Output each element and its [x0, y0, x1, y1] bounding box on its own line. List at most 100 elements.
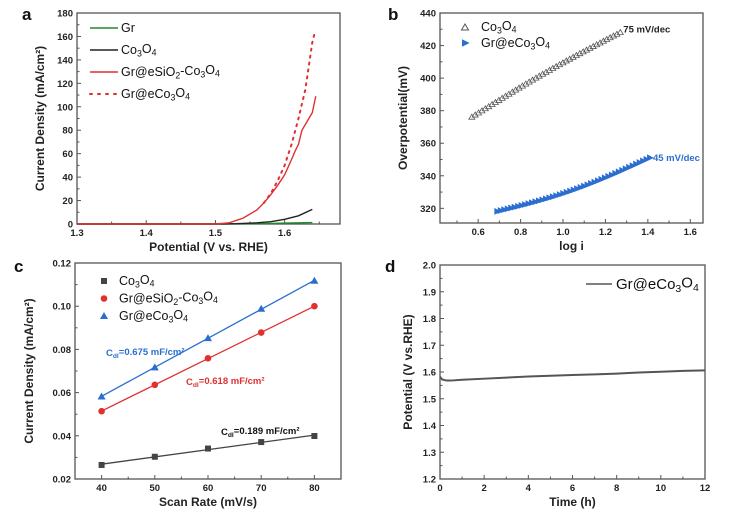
- data-point: [525, 200, 533, 207]
- data-point: [478, 107, 486, 114]
- x-axis-label: Potential (V vs. RHE): [149, 240, 268, 254]
- y-tick-label: 1.5: [423, 394, 437, 405]
- data-point: [481, 104, 490, 112]
- data-point: [562, 57, 571, 64]
- data-point: [525, 78, 533, 85]
- data-point: [98, 407, 105, 415]
- y-tick-label: 1.9: [423, 287, 436, 298]
- data-point: [615, 168, 623, 176]
- y-tick-label: 440: [420, 9, 436, 20]
- y-axis-label: Overpotential(mV): [396, 66, 410, 170]
- y-tick-label: 0.08: [53, 345, 72, 356]
- data-point: [549, 193, 557, 201]
- chart-panel-b: b 0.6 0.8 1.0 1.2 1.4 1.6 320 340 360 380 400 420 440…: [388, 5, 704, 253]
- data-point: [572, 51, 581, 58]
- x-tick-label: 40: [96, 483, 107, 494]
- data-point: [584, 181, 592, 189]
- y-tick-label: 0.06: [53, 388, 72, 399]
- y-tick-label: 160: [57, 32, 73, 43]
- data-point: [205, 445, 211, 452]
- x-tick-label: 6: [570, 483, 575, 494]
- panel-label: c: [14, 257, 23, 276]
- chart-panel-c: c 40 50 60 70 80 0.02 0.04 0.06 0.08 0.10 0.12 Scan …: [14, 257, 342, 509]
- data-point: [501, 92, 510, 99]
- data-point: [596, 39, 604, 46]
- y-axis-label: Potential (V vs.RHE): [401, 314, 415, 429]
- data-point: [560, 189, 568, 197]
- data-point: [582, 46, 591, 53]
- legend-marker: [462, 39, 470, 47]
- series-line-3: [262, 33, 316, 204]
- y-tick-label: 60: [62, 149, 73, 160]
- x-tick-label: 1.5: [209, 228, 223, 239]
- data-point: [605, 172, 613, 180]
- data-point: [549, 64, 557, 71]
- y-tick-label: 2.0: [423, 261, 436, 272]
- data-point: [151, 453, 158, 460]
- x-tick-label: 1.2: [599, 227, 612, 238]
- data-point: [484, 102, 493, 110]
- data-point: [574, 185, 581, 193]
- y-tick-label: 80: [62, 126, 73, 137]
- data-point: [511, 203, 519, 211]
- series-line-1: [77, 208, 313, 225]
- data-point: [150, 363, 159, 371]
- series-line-2: [77, 96, 317, 225]
- data-point: [599, 37, 608, 44]
- y-tick-label: 1.8: [423, 314, 436, 325]
- y-tick-label: 1.6: [423, 368, 436, 379]
- legend-label: Gr@eSiO2​-Co3​O4​: [121, 63, 220, 81]
- x-tick-label: 1.4: [641, 227, 655, 238]
- y-tick-label: 140: [57, 55, 73, 66]
- x-tick-label: 80: [309, 483, 320, 494]
- y-tick-label: 20: [62, 196, 73, 207]
- chart-panel-d: d 0 2 4 6 8 10 12 1.2 1.3 1.4 1.5 1.6 1.7 1.8 1.9 2.0 Tim…: [385, 257, 710, 509]
- data-point: [588, 179, 595, 187]
- x-tick-label: 1.6: [684, 227, 697, 238]
- x-tick-label: 0.6: [472, 227, 485, 238]
- data-point: [559, 59, 567, 66]
- data-point: [626, 163, 634, 171]
- legend-label: Gr@eCo3​O4​: [121, 86, 190, 103]
- y-tick-label: 1.4: [423, 421, 437, 432]
- y-tick-label: 180: [57, 9, 73, 20]
- data-point: [545, 66, 554, 73]
- chart-panel-a: a 1.3 1.4 1.5 1.6 0 20 40 60 80 100 120 140 160 180 Pot…: [22, 5, 341, 254]
- legend-marker: [100, 295, 108, 302]
- legend-label: Co3​O4​: [481, 19, 517, 36]
- data-point: [518, 201, 526, 209]
- data-point: [257, 304, 266, 312]
- x-tick-label: 1.4: [140, 228, 154, 239]
- data-point: [616, 28, 624, 35]
- cdl-annotation: Cdl=0.618 mF/cm²: [186, 376, 265, 389]
- x-tick-label: 10: [656, 483, 667, 494]
- data-point: [606, 33, 614, 41]
- x-tick-label: 1.6: [278, 228, 291, 239]
- x-tick-label: 8: [614, 483, 619, 494]
- data-point: [579, 48, 587, 55]
- data-point: [576, 49, 584, 57]
- y-tick-label: 360: [420, 139, 436, 150]
- data-point: [497, 207, 505, 214]
- data-point: [257, 329, 265, 336]
- data-point: [542, 68, 550, 75]
- data-point: [555, 60, 564, 68]
- data-point: [581, 182, 588, 190]
- y-axis-label: Current Density (mA/cm²): [22, 298, 36, 443]
- y-tick-label: 1.7: [423, 341, 436, 352]
- data-point: [565, 55, 574, 62]
- data-point: [622, 165, 630, 173]
- x-tick-label: 0: [437, 483, 442, 494]
- data-point: [508, 204, 516, 212]
- data-point: [577, 183, 585, 191]
- cdl-annotation: Cdl=0.189 mF/cm²: [221, 426, 300, 439]
- data-point: [515, 84, 523, 91]
- data-point: [643, 155, 651, 163]
- data-point: [601, 174, 609, 182]
- data-point: [612, 169, 620, 177]
- legend-marker: [101, 278, 107, 284]
- y-tick-label: 340: [420, 171, 436, 182]
- data-point: [552, 62, 560, 70]
- panel-label: d: [385, 257, 395, 276]
